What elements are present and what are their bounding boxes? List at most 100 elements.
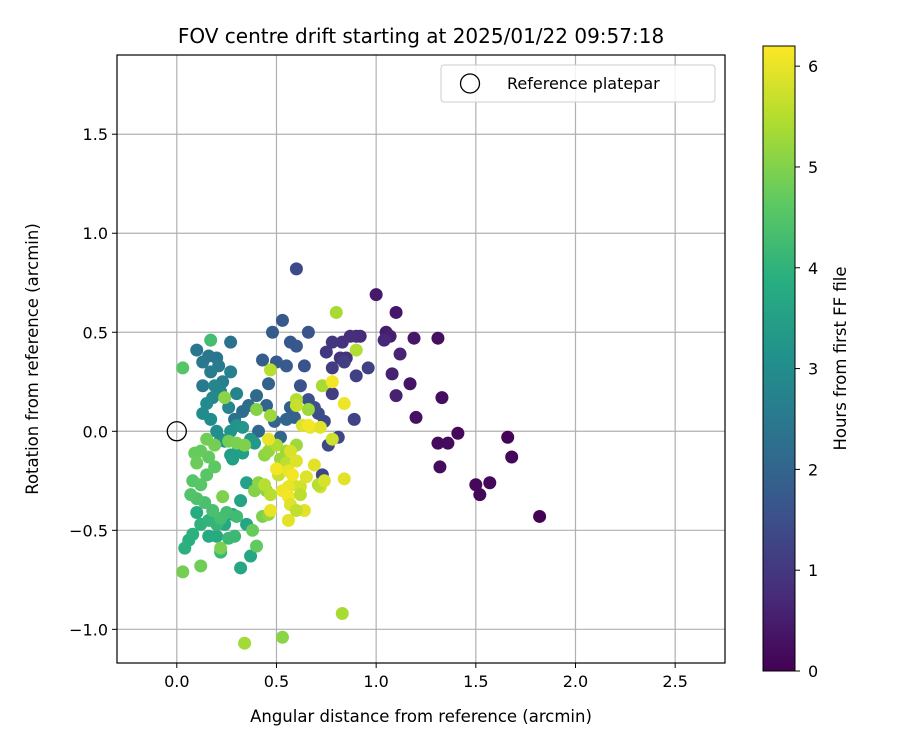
chart-title: FOV centre drift starting at 2025/01/22 … — [178, 24, 664, 48]
x-tick-label: 1.0 — [363, 672, 388, 691]
colorbar: 0 1 2 3 4 5 6 Hours from first FF file — [762, 45, 850, 681]
data-point — [204, 333, 218, 347]
data-point — [208, 460, 222, 474]
data-point — [269, 462, 283, 476]
data-point — [200, 468, 214, 482]
data-point — [325, 387, 339, 401]
data-point — [186, 527, 200, 541]
x-tick-label: 0.0 — [164, 672, 189, 691]
data-point — [337, 397, 351, 411]
y-tick-label: 1.5 — [83, 125, 108, 144]
data-point — [244, 549, 258, 563]
data-point — [190, 343, 204, 357]
axis-ticks: 0.0 0.5 1.0 1.5 2.0 2.5 −1.0 −0.5 0.0 0.5 1.0 1.5 — [69, 125, 688, 691]
legend: Reference platepar — [440, 64, 716, 103]
data-point — [289, 504, 303, 518]
data-point — [258, 478, 272, 492]
data-point — [240, 476, 254, 490]
data-point — [260, 399, 274, 413]
data-point — [289, 262, 303, 276]
data-point — [317, 474, 331, 488]
data-point — [431, 331, 445, 345]
data-point — [214, 511, 228, 525]
colorbar-tick-label: 5 — [808, 158, 818, 177]
colorbar-tick-label: 2 — [808, 460, 818, 479]
data-point — [431, 436, 445, 450]
data-point — [435, 391, 449, 405]
y-tick-label: −0.5 — [69, 521, 108, 540]
data-point — [325, 335, 339, 349]
data-point — [369, 288, 383, 302]
data-point — [263, 363, 277, 377]
data-point — [293, 488, 307, 502]
data-point — [208, 438, 222, 452]
data-point — [301, 403, 315, 417]
x-axis-label: Angular distance from reference (arcmin) — [250, 707, 592, 726]
legend-box — [440, 64, 716, 103]
data-point — [483, 476, 497, 490]
data-point — [361, 361, 375, 375]
data-point — [234, 561, 248, 575]
data-point — [265, 325, 279, 339]
legend-label-reference: Reference platepar — [507, 74, 660, 93]
data-point — [228, 529, 242, 543]
data-point — [226, 452, 240, 466]
data-point — [236, 404, 250, 418]
data-point — [349, 343, 363, 357]
data-point — [505, 450, 519, 464]
data-point — [377, 333, 391, 347]
data-point — [393, 347, 407, 361]
data-point — [289, 454, 303, 468]
data-point — [208, 379, 222, 393]
data-point — [216, 490, 230, 504]
y-axis-label: Rotation from reference (arcmin) — [23, 223, 42, 495]
plot-frame — [116, 54, 726, 664]
colorbar-gradient — [762, 45, 796, 672]
data-point — [403, 377, 417, 391]
data-point — [218, 391, 232, 405]
data-point — [250, 539, 264, 553]
data-point — [176, 565, 190, 579]
data-point — [224, 365, 238, 379]
x-tick-label: 2.5 — [662, 672, 687, 691]
data-point — [196, 379, 210, 393]
data-point — [441, 436, 455, 450]
data-point — [319, 345, 333, 359]
legend-marker-reference — [459, 73, 481, 94]
data-point — [184, 488, 198, 502]
data-point — [533, 509, 547, 523]
data-point — [433, 460, 447, 474]
data-point — [283, 335, 297, 349]
reference-marker-layer — [166, 421, 187, 442]
data-point — [250, 403, 264, 417]
data-point — [335, 606, 349, 620]
data-point — [230, 387, 244, 401]
colorbar-tick-label: 6 — [808, 57, 818, 76]
y-tick-label: 0.5 — [83, 323, 108, 342]
data-point — [337, 472, 351, 486]
data-point — [389, 305, 403, 319]
data-point — [279, 359, 293, 373]
data-point — [407, 331, 421, 345]
data-points — [176, 262, 547, 650]
data-point — [188, 446, 202, 460]
data-point — [230, 509, 244, 523]
data-point — [248, 436, 262, 450]
data-point — [238, 636, 252, 650]
y-tick-label: 0.0 — [83, 422, 108, 441]
data-point — [285, 468, 299, 482]
data-point — [194, 478, 208, 492]
data-point — [206, 504, 220, 518]
data-point — [234, 494, 248, 508]
y-tick-label: −1.0 — [69, 620, 108, 639]
data-point — [252, 424, 266, 438]
data-point — [501, 430, 515, 444]
data-point — [262, 377, 276, 391]
data-point — [385, 367, 399, 381]
data-point — [325, 361, 339, 375]
data-point — [178, 541, 192, 555]
data-point — [329, 305, 343, 319]
data-point — [469, 478, 483, 492]
data-point — [473, 488, 487, 502]
